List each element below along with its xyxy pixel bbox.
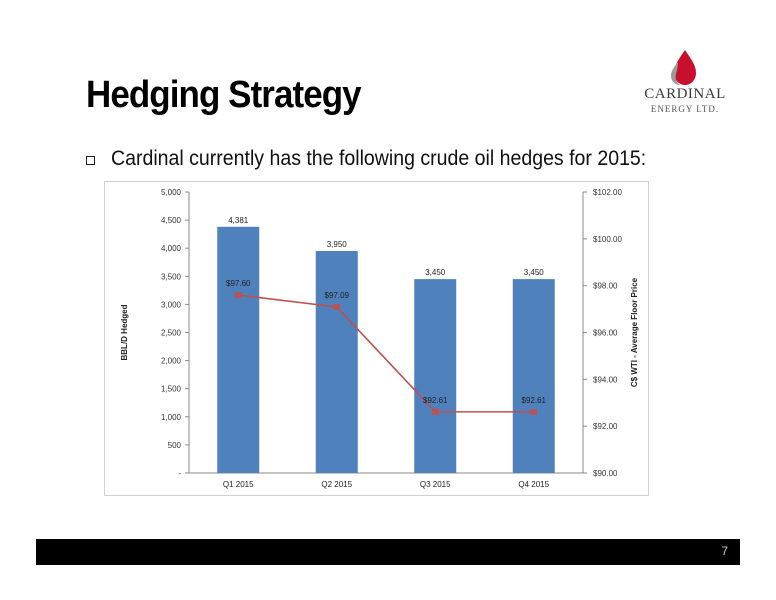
page-number: 7 [721,544,728,558]
y2-tick-label: $90.00 [593,469,618,478]
y-tick-label: 5,000 [161,188,182,197]
y2-tick-label: $92.00 [593,422,618,431]
y2-tick-label: $102.00 [593,188,622,197]
bar-1 [217,226,260,473]
flame-icon [671,50,696,85]
bar-value-label: 4,381 [228,216,249,225]
y2-tick-label: $98.00 [593,282,618,291]
bullet-text: Cardinal currently has the following cru… [111,147,647,170]
y-tick-label: 1,500 [161,385,182,394]
line-value-label: $92.61 [423,396,448,405]
line-value-label: $97.60 [226,279,251,288]
logo-subtitle: ENERGY LTD. [650,104,720,114]
y-tick-label: 3,500 [161,272,182,281]
y-tick-label: - [178,469,181,478]
bar-3 [414,279,457,473]
line-point-4 [530,408,537,415]
bar-4 [512,279,555,473]
hedging-chart: - 500 1,000 1,500 2,000 2,500 3,000 3,500 4,000 4… [104,181,649,496]
bullet-item: Cardinal currently has the following cru… [86,147,687,171]
chart-svg: - 500 1,000 1,500 2,000 2,500 3,000 3,500 4,000 4… [120,188,639,489]
x-tick-label: Q3 2015 [420,480,451,489]
y2-axis-title: C$ WTI - Average Floor Price [630,277,639,387]
footer-bar: 7 [36,539,740,565]
y-axis-title: BBL/D Hedged [120,304,129,360]
y-tick-label: 500 [168,441,182,450]
company-logo: CARDINAL ENERGY LTD. [626,48,744,130]
line-point-2 [333,303,340,310]
x-tick-label: Q1 2015 [223,480,254,489]
line-point-3 [432,408,439,415]
line-value-label: $97.09 [325,291,350,300]
floor-price-line [238,294,534,413]
y-tick-label: 3,000 [161,300,182,309]
x-tick-label: Q4 2015 [518,480,549,489]
y2-tick-label: $100.00 [593,235,622,244]
slide-title: Hedging Strategy [86,74,362,116]
bar-value-label: 3,450 [524,268,545,277]
logo-name: CARDINAL [644,86,726,102]
square-bullet-icon [86,155,95,165]
y-tick-label: 2,500 [161,329,182,338]
bar-value-label: 3,450 [425,268,446,277]
line-point-1 [235,292,242,299]
y-tick-label: 1,000 [161,413,182,422]
bar-value-label: 3,950 [327,240,348,249]
x-tick-label: Q2 2015 [321,480,352,489]
y-tick-label: 2,000 [161,357,182,366]
y-tick-label: 4,500 [161,216,182,225]
y-tick-label: 4,000 [161,244,182,253]
y2-tick-label: $96.00 [593,329,618,338]
bar-2 [315,251,358,473]
y2-tick-label: $94.00 [593,375,618,384]
line-value-label: $92.61 [522,396,547,405]
